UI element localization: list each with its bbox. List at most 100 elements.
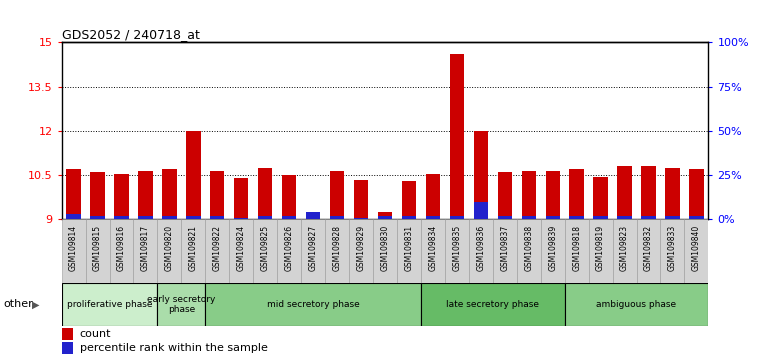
Bar <box>206 219 229 283</box>
Bar <box>564 219 588 283</box>
Bar <box>62 283 157 326</box>
Text: GSM109820: GSM109820 <box>165 224 174 271</box>
Bar <box>66 169 81 219</box>
Bar <box>689 216 704 219</box>
Text: early secretory
phase: early secretory phase <box>147 295 216 314</box>
Bar <box>570 216 584 219</box>
Bar <box>618 216 631 219</box>
Bar <box>157 219 182 283</box>
Text: GSM109823: GSM109823 <box>620 224 629 271</box>
Bar <box>301 219 325 283</box>
Bar <box>618 166 631 219</box>
Bar <box>325 219 349 283</box>
Bar <box>426 174 440 219</box>
Bar <box>277 219 301 283</box>
Bar <box>613 219 637 283</box>
Bar <box>665 168 680 219</box>
Bar <box>421 219 445 283</box>
Bar <box>85 219 109 283</box>
Text: ambiguous phase: ambiguous phase <box>597 300 677 309</box>
Bar <box>90 172 105 219</box>
Bar <box>397 219 421 283</box>
Bar <box>229 219 253 283</box>
Bar <box>426 216 440 219</box>
Text: GSM109816: GSM109816 <box>117 224 126 271</box>
Bar <box>258 168 273 219</box>
Text: GSM109832: GSM109832 <box>644 224 653 271</box>
Bar <box>521 216 536 219</box>
Text: GSM109831: GSM109831 <box>404 224 413 271</box>
Bar <box>570 169 584 219</box>
Text: GSM109834: GSM109834 <box>428 224 437 271</box>
Bar <box>641 216 656 219</box>
Bar <box>402 216 416 219</box>
Bar <box>206 283 421 326</box>
Bar <box>66 214 81 219</box>
Text: GSM109828: GSM109828 <box>333 224 342 270</box>
Text: GSM109819: GSM109819 <box>596 224 605 271</box>
Text: GSM109817: GSM109817 <box>141 224 150 271</box>
Bar <box>594 216 608 219</box>
Bar <box>139 216 152 219</box>
Bar <box>474 202 488 219</box>
Bar <box>162 169 176 219</box>
Bar <box>210 216 225 219</box>
Text: GSM109827: GSM109827 <box>309 224 318 271</box>
Bar <box>62 328 73 340</box>
Text: GSM109836: GSM109836 <box>477 224 485 271</box>
Text: GSM109822: GSM109822 <box>213 224 222 270</box>
Text: other: other <box>4 299 34 309</box>
Bar <box>282 175 296 219</box>
Text: GSM109818: GSM109818 <box>572 224 581 270</box>
Bar <box>62 219 85 283</box>
Bar <box>210 171 225 219</box>
Bar <box>493 219 517 283</box>
Bar <box>474 131 488 219</box>
Text: GDS2052 / 240718_at: GDS2052 / 240718_at <box>62 28 199 41</box>
Bar <box>234 218 249 219</box>
Bar <box>162 216 176 219</box>
Bar <box>637 219 661 283</box>
Text: proliferative phase: proliferative phase <box>67 300 152 309</box>
Bar <box>349 219 373 283</box>
Bar <box>186 216 200 219</box>
Text: percentile rank within the sample: percentile rank within the sample <box>80 343 268 353</box>
Text: GSM109829: GSM109829 <box>357 224 366 271</box>
Text: GSM109833: GSM109833 <box>668 224 677 271</box>
Bar <box>469 219 493 283</box>
Bar <box>182 219 206 283</box>
Bar <box>545 171 560 219</box>
Text: late secretory phase: late secretory phase <box>447 300 539 309</box>
Bar <box>497 172 512 219</box>
Bar <box>258 216 273 219</box>
Bar <box>330 171 344 219</box>
Bar <box>685 219 708 283</box>
Bar <box>541 219 564 283</box>
Bar <box>282 216 296 219</box>
Text: GSM109825: GSM109825 <box>261 224 270 271</box>
Bar <box>564 283 708 326</box>
Text: count: count <box>80 329 111 339</box>
Bar <box>109 219 133 283</box>
Bar <box>253 219 277 283</box>
Bar <box>450 54 464 219</box>
Bar <box>689 169 704 219</box>
Bar <box>306 215 320 219</box>
Text: GSM109839: GSM109839 <box>548 224 557 271</box>
Bar <box>330 216 344 219</box>
Bar <box>90 216 105 219</box>
Text: GSM109826: GSM109826 <box>285 224 293 271</box>
Bar <box>133 219 157 283</box>
Bar <box>588 219 613 283</box>
Text: GSM109815: GSM109815 <box>93 224 102 271</box>
Bar <box>354 218 368 219</box>
Bar <box>139 171 152 219</box>
Bar <box>545 216 560 219</box>
Text: GSM109840: GSM109840 <box>692 224 701 271</box>
Bar <box>594 177 608 219</box>
Text: GSM109824: GSM109824 <box>236 224 246 271</box>
Text: GSM109830: GSM109830 <box>380 224 390 271</box>
Text: mid secretory phase: mid secretory phase <box>266 300 360 309</box>
Bar <box>306 212 320 219</box>
Text: ▶: ▶ <box>32 299 40 309</box>
